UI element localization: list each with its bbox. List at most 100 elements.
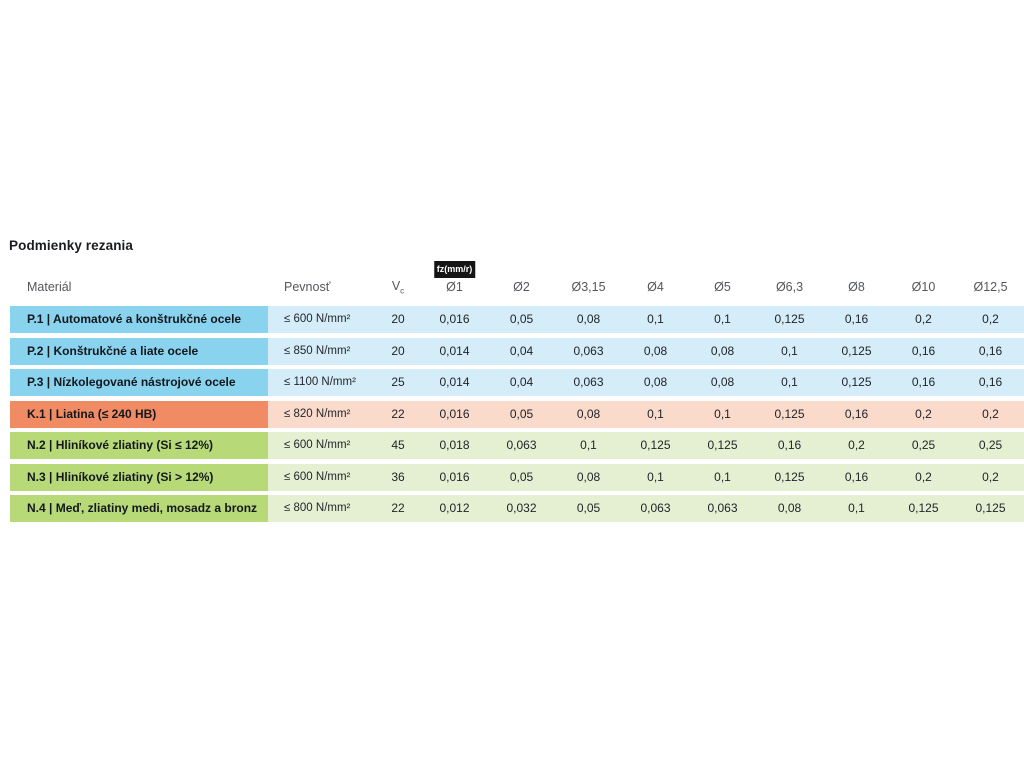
fz-value-cell: 0,08 [643, 343, 668, 358]
fz-value-cell: 0,1 [714, 406, 731, 421]
column-header-vc: Vc [375, 279, 421, 296]
vc-cell: 22 [391, 406, 405, 421]
table-row: N.2 | Hliníkové zliatiny (Si ≤ 12%) ≤ 60… [10, 432, 1024, 459]
fz-value-cell: 0,05 [509, 406, 534, 421]
fz-value-cell: 0,1 [580, 438, 597, 452]
vc-cell: 20 [391, 343, 405, 358]
fz-value-cell: 0,1 [781, 343, 798, 358]
fz-value-cell: 0,16 [978, 375, 1003, 389]
strength-cell: ≤ 800 N/mm² [284, 502, 351, 514]
fz-value-cell: 0,16 [911, 375, 936, 389]
column-header-strength: Pevnosť [284, 280, 331, 294]
fz-value-cell: 0,25 [978, 438, 1003, 452]
column-header-diameter-7: Ø8 [848, 280, 865, 294]
fz-value-cell: 0,08 [576, 312, 601, 326]
fz-value-cell: 0,2 [848, 438, 865, 452]
fz-value-cell: 0,08 [710, 343, 735, 358]
page-title: Podmienky rezania [9, 238, 133, 253]
fz-value-cell: 0,1 [714, 469, 731, 484]
fz-value-cell: 0,016 [439, 469, 470, 484]
vc-cell: 45 [391, 438, 405, 452]
column-header-diameter-4: Ø4 [647, 280, 664, 294]
strength-cell: ≤ 820 N/mm² [284, 407, 351, 420]
fz-value-cell: 0,08 [777, 501, 802, 515]
table-row: P.1 | Automatové a konštrukčné ocele ≤ 6… [10, 306, 1024, 333]
fz-value-cell: 0,125 [908, 501, 939, 515]
material-cell: P.3 | Nízkolegované nástrojové ocele [10, 369, 268, 396]
fz-value-cell: 0,05 [576, 501, 601, 515]
strength-cell: ≤ 600 N/mm² [284, 439, 351, 451]
fz-value-cell: 0,125 [975, 501, 1006, 515]
fz-value-cell: 0,018 [439, 438, 470, 452]
material-cell: N.4 | Meď, zliatiny medi, mosadz a bronz [10, 495, 268, 522]
fz-value-cell: 0,05 [509, 469, 534, 484]
fz-value-cell: 0,016 [439, 312, 470, 326]
fz-value-cell: 0,1 [848, 501, 865, 515]
column-header-diameter-5: Ø5 [714, 280, 731, 294]
strength-cell: ≤ 600 N/mm² [284, 313, 351, 325]
fz-value-cell: 0,012 [439, 501, 470, 515]
strength-cell: ≤ 1100 N/mm² [284, 376, 356, 388]
vc-cell: 22 [391, 501, 405, 515]
fz-value-cell: 0,063 [573, 375, 604, 389]
column-header-diameter-2: Ø2 [513, 280, 530, 294]
fz-value-cell: 0,16 [844, 312, 869, 326]
fz-value-cell: 0,125 [774, 406, 805, 421]
fz-value-cell: 0,16 [777, 438, 802, 452]
vc-symbol: V [391, 278, 401, 293]
column-header-material: Materiál [27, 280, 72, 294]
fz-value-cell: 0,16 [844, 469, 869, 484]
vc-cell: 36 [391, 469, 405, 484]
fz-value-cell: 0,014 [439, 343, 470, 358]
fz-value-cell: 0,16 [978, 343, 1003, 358]
cutting-conditions-table: P.1 | Automatové a konštrukčné ocele ≤ 6… [0, 306, 1024, 527]
vc-subscript: c [400, 286, 405, 295]
table-row: K.1 | Liatina (≤ 240 HB) ≤ 820 N/mm² 22 … [10, 400, 1024, 428]
fz-value-cell: 0,032 [506, 501, 537, 515]
diameter-label: Ø1 [446, 280, 463, 294]
fz-value-cell: 0,063 [640, 501, 671, 515]
fz-value-cell: 0,2 [915, 469, 932, 484]
fz-value-cell: 0,16 [911, 343, 936, 358]
fz-value-cell: 0,125 [774, 312, 805, 326]
fz-unit-badge: fz(mm/r) [433, 261, 476, 278]
column-header-diameter-6: Ø6,3 [775, 280, 804, 294]
column-header-diameter-3: Ø3,15 [571, 280, 606, 294]
material-cell: K.1 | Liatina (≤ 240 HB) [10, 400, 268, 428]
fz-value-cell: 0,04 [509, 343, 534, 358]
table-row: P.2 | Konštrukčné a liate ocele ≤ 850 N/… [10, 337, 1024, 365]
fz-value-cell: 0,063 [707, 501, 738, 515]
fz-value-cell: 0,125 [707, 438, 738, 452]
fz-value-cell: 0,25 [911, 438, 936, 452]
column-header-diameter-8: Ø10 [911, 280, 936, 294]
column-header-diameter-1: fz(mm/r) Ø1 [421, 261, 488, 295]
fz-value-cell: 0,04 [509, 375, 534, 389]
fz-value-cell: 0,125 [841, 375, 872, 389]
fz-value-cell: 0,2 [982, 406, 999, 421]
fz-value-cell: 0,2 [982, 469, 999, 484]
fz-value-cell: 0,1 [647, 312, 664, 326]
fz-value-cell: 0,1 [647, 406, 664, 421]
fz-value-cell: 0,1 [714, 312, 731, 326]
vc-cell: 20 [391, 312, 405, 326]
material-cell: N.2 | Hliníkové zliatiny (Si ≤ 12%) [10, 432, 268, 459]
vc-cell: 25 [391, 375, 405, 389]
fz-value-cell: 0,2 [982, 312, 999, 326]
column-header-diameter-9: Ø12,5 [973, 280, 1008, 294]
fz-value-cell: 0,016 [439, 406, 470, 421]
fz-value-cell: 0,014 [439, 375, 470, 389]
fz-value-cell: 0,1 [647, 469, 664, 484]
fz-value-cell: 0,125 [640, 438, 671, 452]
fz-value-cell: 0,16 [844, 406, 869, 421]
fz-value-cell: 0,063 [573, 343, 604, 358]
fz-value-cell: 0,1 [781, 375, 798, 389]
fz-value-cell: 0,08 [576, 406, 601, 421]
fz-value-cell: 0,05 [509, 312, 534, 326]
table-row: N.4 | Meď, zliatiny medi, mosadz a bronz… [10, 495, 1024, 522]
fz-value-cell: 0,125 [841, 343, 872, 358]
fz-value-cell: 0,08 [576, 469, 601, 484]
table-row: N.3 | Hliníkové zliatiny (Si > 12%) ≤ 60… [10, 463, 1024, 491]
fz-value-cell: 0,125 [774, 469, 805, 484]
table-header-row: Materiál Pevnosť Vc fz(mm/r) Ø1 Ø2 Ø3,15… [0, 253, 1024, 295]
table-row: P.3 | Nízkolegované nástrojové ocele ≤ 1… [10, 369, 1024, 396]
